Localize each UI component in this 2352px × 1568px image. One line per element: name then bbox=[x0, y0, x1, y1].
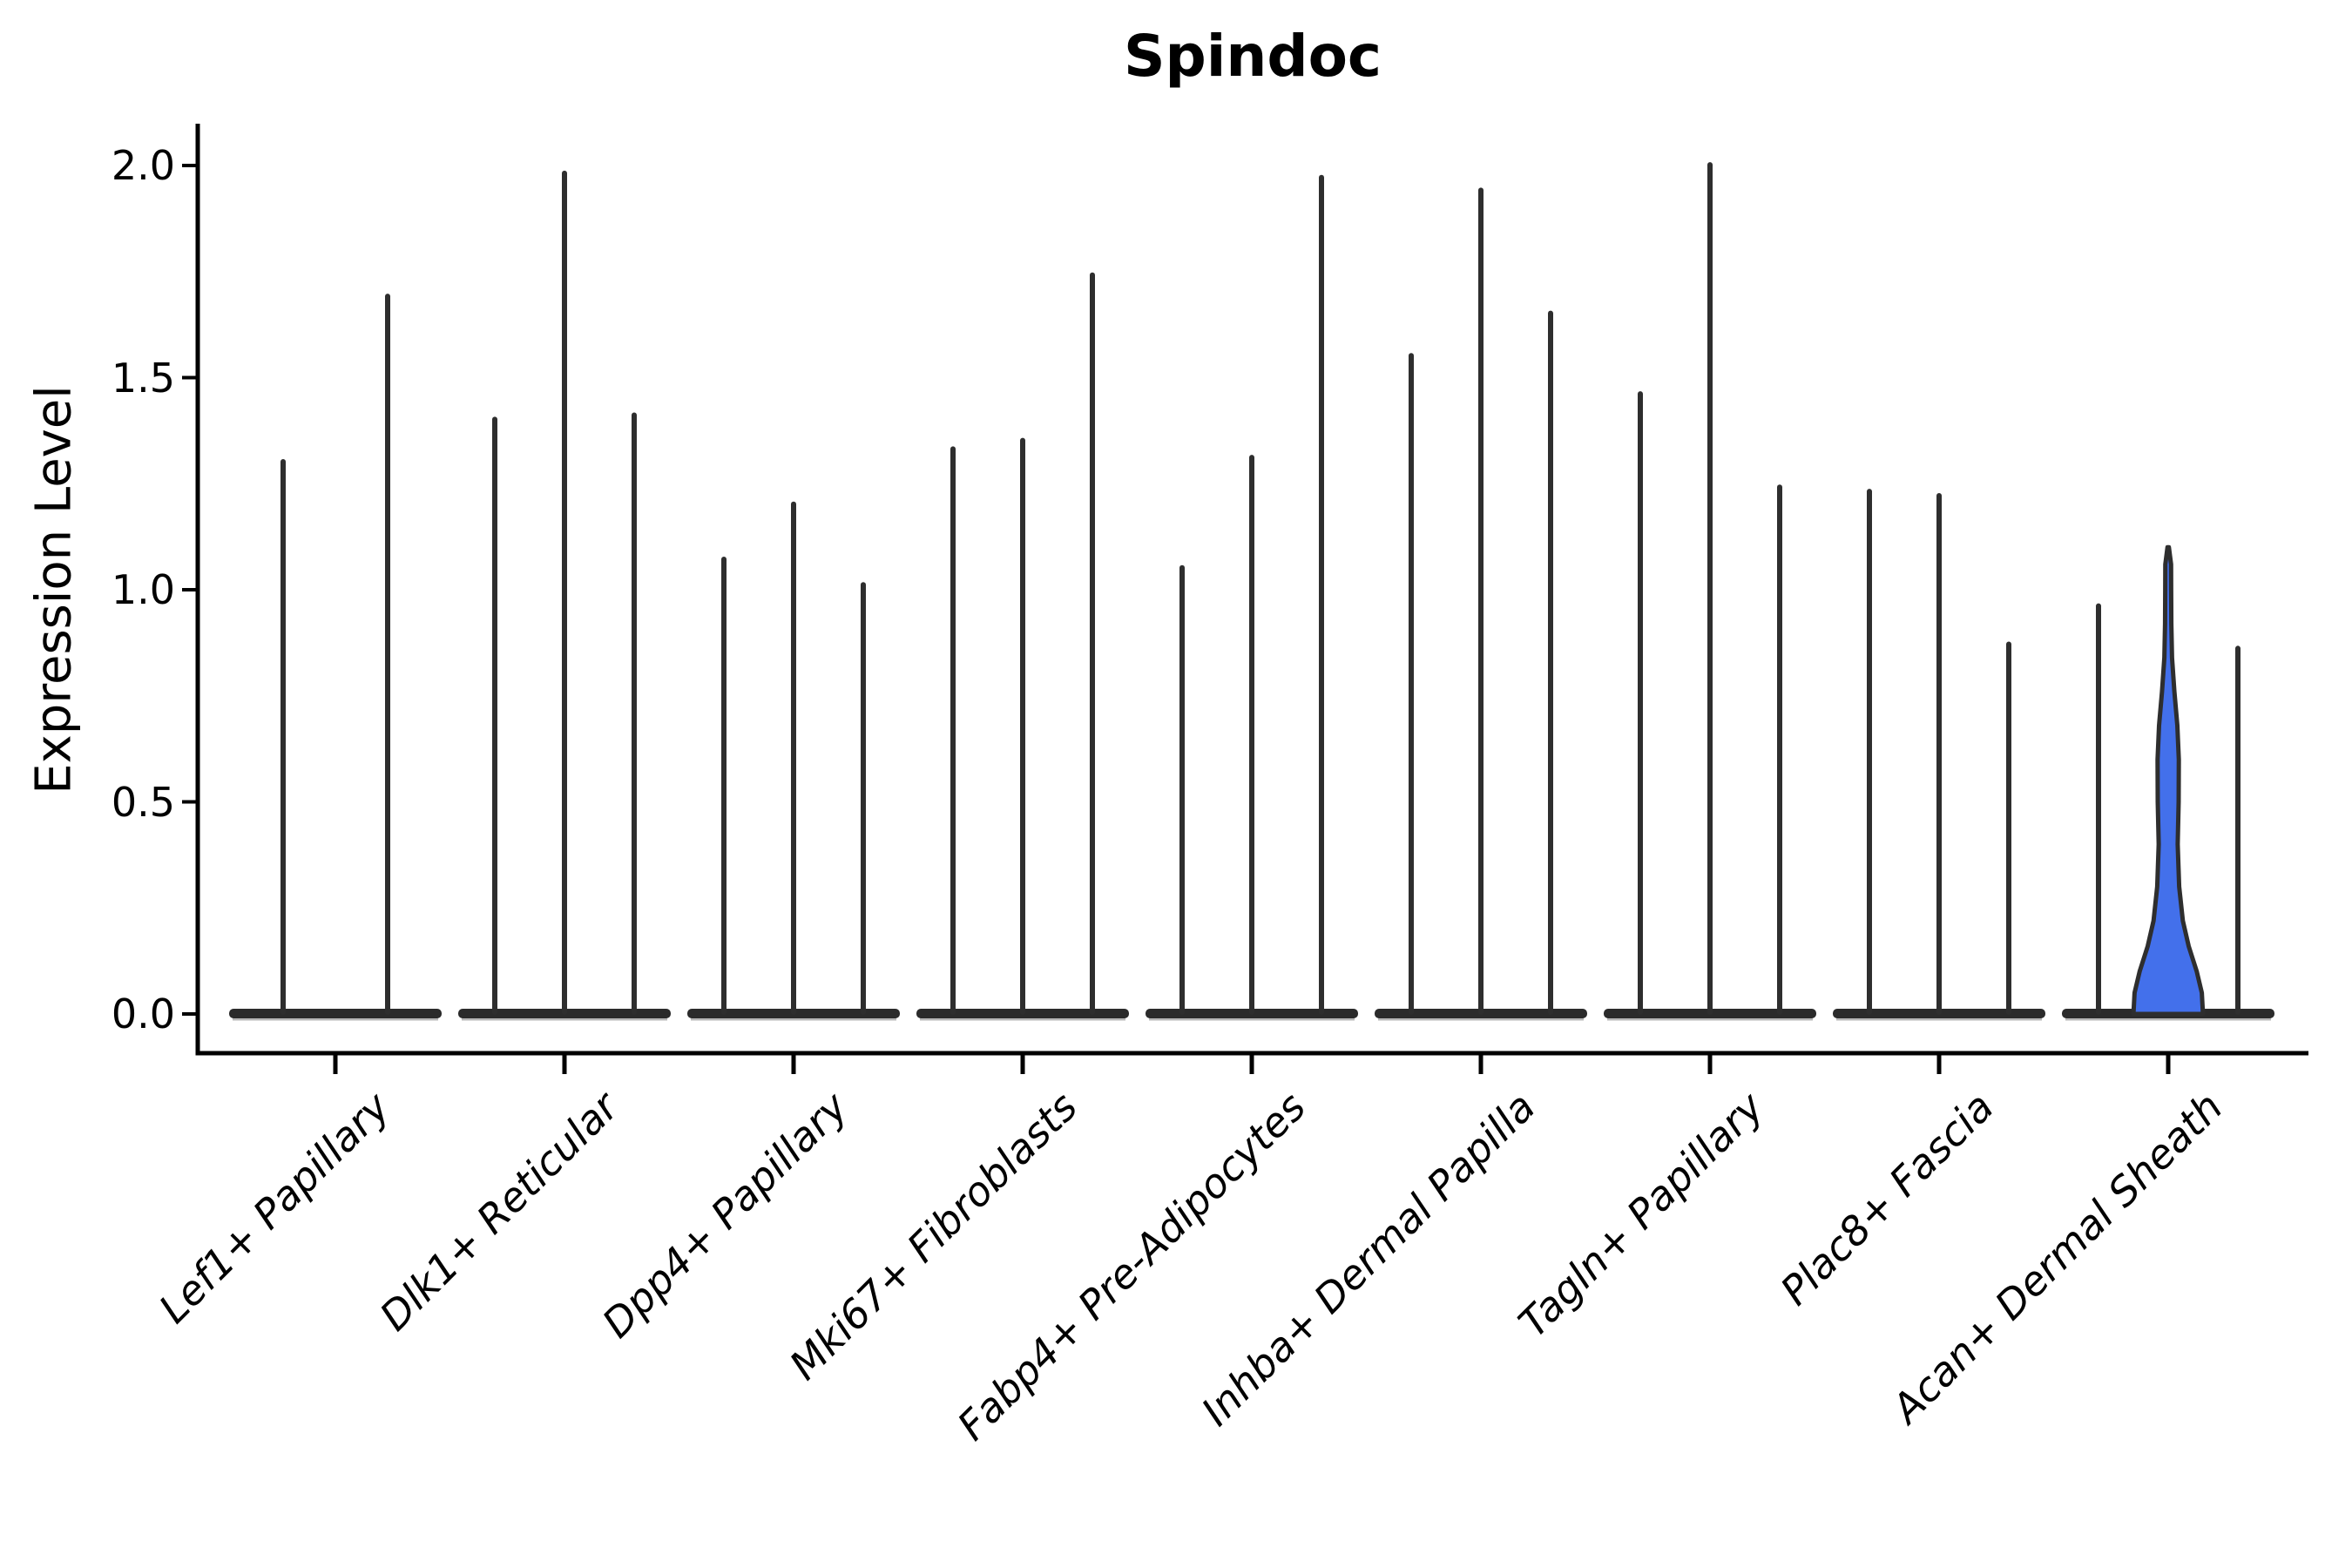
y-tick-label: 1.0 bbox=[111, 566, 175, 613]
chart-title: Spindoc bbox=[1123, 23, 1382, 90]
violin-base-bar bbox=[229, 1009, 442, 1018]
highlighted-violin bbox=[2131, 544, 2206, 1017]
y-tick-label: 0.5 bbox=[111, 778, 175, 826]
y-tick-label: 2.0 bbox=[111, 142, 175, 189]
axes-spines bbox=[195, 124, 2308, 1056]
y-axis-label: Expression Level bbox=[25, 385, 83, 794]
y-tick-label: 0.0 bbox=[111, 990, 175, 1037]
y-tick-label: 1.5 bbox=[111, 354, 175, 402]
